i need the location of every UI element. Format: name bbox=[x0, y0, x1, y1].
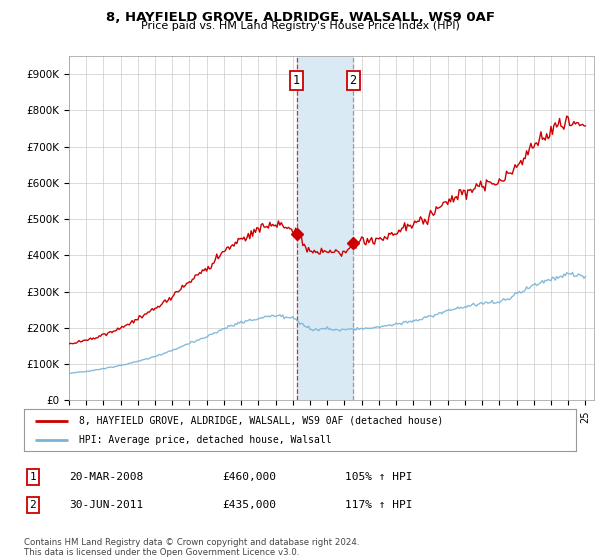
Text: 20-MAR-2008: 20-MAR-2008 bbox=[69, 472, 143, 482]
Text: 117% ↑ HPI: 117% ↑ HPI bbox=[345, 500, 413, 510]
Text: Price paid vs. HM Land Registry's House Price Index (HPI): Price paid vs. HM Land Registry's House … bbox=[140, 21, 460, 31]
Text: 2: 2 bbox=[29, 500, 37, 510]
Text: 1: 1 bbox=[29, 472, 37, 482]
Bar bbox=[296, 56, 353, 400]
Text: 30-JUN-2011: 30-JUN-2011 bbox=[69, 500, 143, 510]
Text: Contains HM Land Registry data © Crown copyright and database right 2024.
This d: Contains HM Land Registry data © Crown c… bbox=[24, 538, 359, 557]
Text: 105% ↑ HPI: 105% ↑ HPI bbox=[345, 472, 413, 482]
Text: HPI: Average price, detached house, Walsall: HPI: Average price, detached house, Wals… bbox=[79, 435, 332, 445]
Text: £435,000: £435,000 bbox=[222, 500, 276, 510]
Text: 8, HAYFIELD GROVE, ALDRIDGE, WALSALL, WS9 0AF: 8, HAYFIELD GROVE, ALDRIDGE, WALSALL, WS… bbox=[106, 11, 494, 24]
Text: 2: 2 bbox=[349, 74, 356, 87]
Text: £460,000: £460,000 bbox=[222, 472, 276, 482]
Text: 1: 1 bbox=[293, 74, 300, 87]
Text: 8, HAYFIELD GROVE, ALDRIDGE, WALSALL, WS9 0AF (detached house): 8, HAYFIELD GROVE, ALDRIDGE, WALSALL, WS… bbox=[79, 416, 443, 426]
